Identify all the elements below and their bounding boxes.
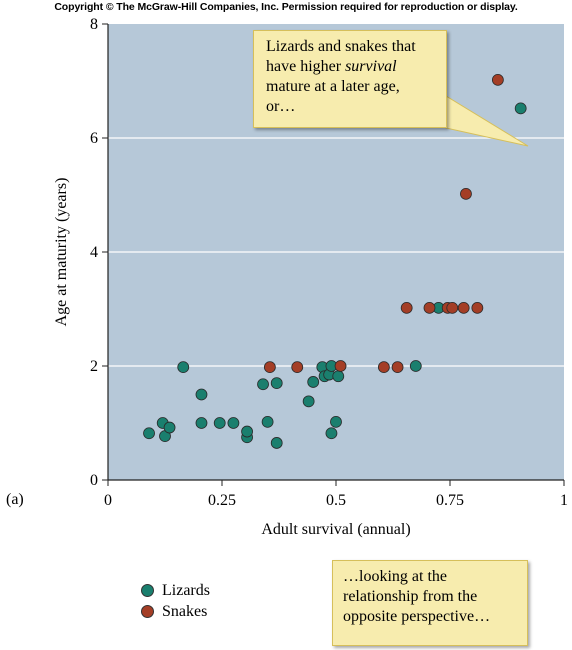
snake-marker-icon <box>141 605 154 618</box>
callout-bottom-line-2: relationship from the <box>343 588 478 605</box>
x-tick-label: 0.5 <box>326 492 346 509</box>
y-tick-label: 8 <box>90 16 98 33</box>
point-lizards <box>213 417 226 429</box>
legend-label-lizards: Lizards <box>162 581 210 599</box>
legend-item-snakes: Snakes <box>141 601 210 622</box>
point-lizards <box>409 360 422 372</box>
x-tick-label: 1 <box>560 492 568 509</box>
point-snakes <box>457 301 470 314</box>
callout-opposite-perspective: …looking at the relationship from the op… <box>332 560 528 646</box>
point-lizards <box>332 370 345 383</box>
point-lizards <box>177 361 190 374</box>
point-lizards <box>330 415 342 428</box>
legend-item-lizards: Lizards <box>141 580 210 601</box>
y-tick-label: 0 <box>90 472 98 489</box>
point-lizards <box>143 427 155 440</box>
callout-bottom-line-1: …looking at the <box>343 568 447 585</box>
callout-line-1: Lizards and snakes that <box>266 38 416 55</box>
x-tick-label: 0.25 <box>208 492 236 509</box>
point-snakes <box>263 361 276 374</box>
x-tick-label: 0.75 <box>436 492 464 509</box>
point-snakes <box>423 301 436 314</box>
y-tick-labels: 0 2 4 6 8 <box>90 16 98 489</box>
point-snakes <box>291 361 304 374</box>
callout-emphasis-survival: survival <box>345 58 397 75</box>
callout-line-2: have higher survival <box>266 57 446 77</box>
point-snakes <box>400 301 413 314</box>
lizard-marker-icon <box>141 584 154 597</box>
callout-bottom-line-3: opposite perspective… <box>343 608 491 625</box>
point-snakes <box>377 361 390 374</box>
point-lizards <box>307 376 320 388</box>
point-snakes <box>334 360 347 372</box>
x-tick-label: 0 <box>104 492 112 509</box>
legend-label-snakes: Snakes <box>162 602 208 620</box>
point-lizards <box>270 377 283 390</box>
x-tick-labels: 0 0.25 0.5 0.75 1 <box>104 492 568 509</box>
callout-line-4: or… <box>266 98 296 115</box>
data-points <box>143 73 527 449</box>
point-lizards <box>325 427 338 440</box>
y-tick-label: 6 <box>90 130 98 147</box>
point-snakes <box>446 301 459 314</box>
point-snakes <box>491 73 504 86</box>
point-lizards <box>195 388 208 401</box>
copyright-notice: Copyright © The McGraw-Hill Companies, I… <box>54 1 518 13</box>
panel-label: (a) <box>6 491 24 508</box>
point-lizards <box>257 378 269 391</box>
point-lizards <box>302 395 315 408</box>
point-snakes <box>460 187 472 200</box>
y-tick-label: 4 <box>90 244 98 261</box>
x-axis-label: Adult survival (annual) <box>261 521 410 538</box>
callout-line-3: mature at a later age, <box>266 78 400 95</box>
point-lizards <box>241 425 253 438</box>
axes <box>102 23 565 486</box>
point-lizards <box>270 437 283 449</box>
point-lizards <box>163 421 176 434</box>
point-lizards <box>514 102 527 115</box>
callout-higher-survival: Lizards and snakes that have higher surv… <box>253 30 447 128</box>
callout-line-2-text: have higher <box>266 58 346 75</box>
legend: Lizards Snakes <box>141 580 210 622</box>
point-snakes <box>391 361 404 374</box>
y-tick-label: 2 <box>90 358 98 375</box>
point-lizards <box>195 417 208 429</box>
point-lizards <box>227 417 240 429</box>
y-axis-label: Age at maturity (years) <box>53 178 70 327</box>
point-lizards <box>261 415 274 428</box>
point-snakes <box>471 301 484 314</box>
